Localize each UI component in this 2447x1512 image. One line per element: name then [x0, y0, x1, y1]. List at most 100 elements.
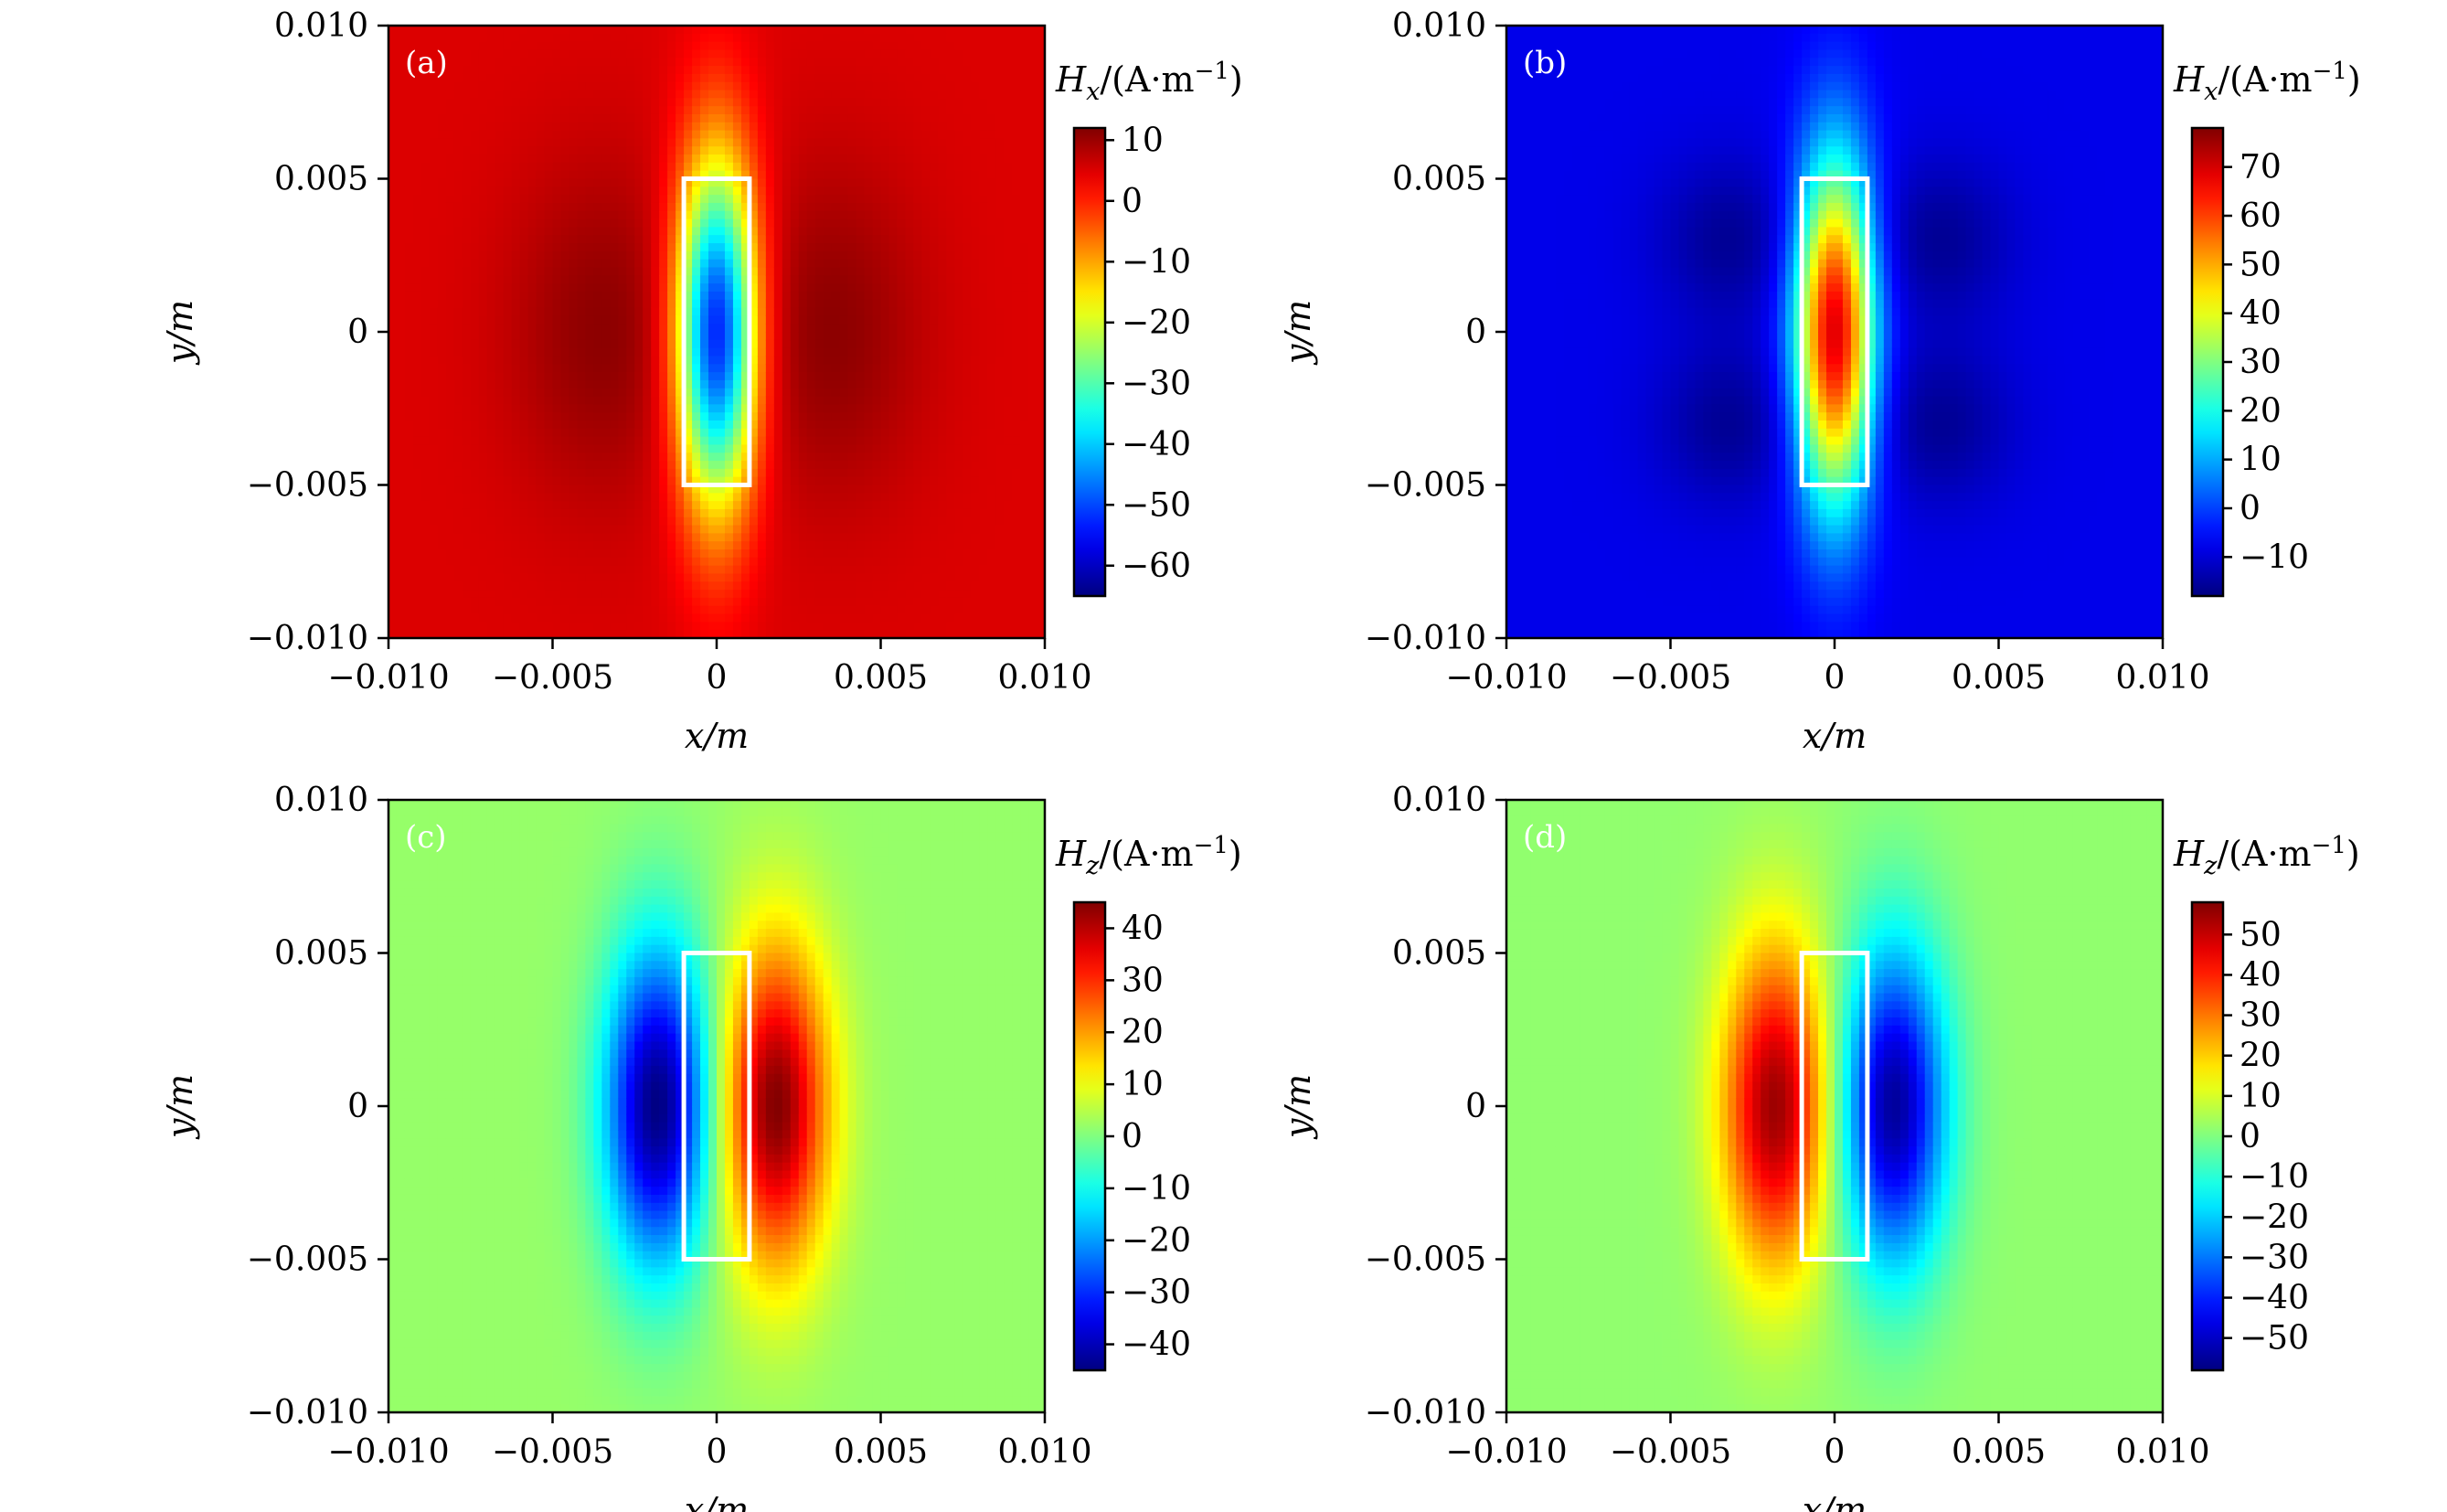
- heatmap-cell: [651, 250, 660, 261]
- heatmap-cell: [676, 90, 685, 99]
- heatmap-cell: [445, 170, 455, 180]
- heatmap-cell: [773, 283, 783, 293]
- heatmap-cell: [453, 122, 463, 132]
- heatmap-cell: [503, 138, 513, 147]
- heatmap-cell: [676, 66, 685, 75]
- heatmap-cell: [478, 396, 488, 405]
- heatmap-cell: [724, 324, 734, 333]
- heatmap-cell: [445, 516, 455, 527]
- heatmap-cell: [913, 557, 922, 567]
- heatmap-cell: [684, 428, 693, 438]
- heatmap-cell: [897, 508, 907, 518]
- heatmap-cell: [626, 565, 635, 575]
- heatmap-cell: [486, 315, 496, 325]
- heatmap-cell: [519, 26, 529, 35]
- heatmap-cell: [511, 420, 521, 430]
- heatmap-cell: [765, 339, 775, 349]
- heatmap-cell: [831, 73, 841, 83]
- heatmap-cell: [601, 549, 611, 559]
- heatmap-cell: [847, 420, 857, 430]
- heatmap-cell: [643, 307, 652, 316]
- heatmap-cell: [462, 210, 472, 220]
- heatmap-cell: [782, 49, 792, 59]
- heatmap-cell: [495, 396, 505, 405]
- heatmap-cell: [847, 58, 857, 67]
- heatmap-cell: [823, 218, 833, 228]
- heatmap-cell: [544, 315, 554, 325]
- heatmap-cell: [880, 41, 890, 51]
- heatmap-cell: [814, 613, 825, 623]
- heatmap-cell: [700, 332, 709, 341]
- heatmap-cell: [552, 26, 562, 35]
- heatmap-cell: [872, 122, 882, 132]
- heatmap-cell: [700, 283, 709, 293]
- heatmap-cell: [560, 33, 570, 43]
- heatmap-cell: [396, 541, 406, 550]
- heatmap-cell: [503, 146, 513, 155]
- heatmap-cell: [437, 186, 447, 196]
- heatmap-cell: [593, 66, 602, 75]
- heatmap-cell: [486, 227, 496, 236]
- heatmap-cell: [453, 162, 463, 172]
- heatmap-cell: [593, 275, 602, 284]
- heatmap-cell: [618, 573, 627, 582]
- heatmap-cell: [897, 379, 907, 389]
- heatmap-cell: [511, 202, 521, 212]
- heatmap-cell: [740, 364, 750, 373]
- heatmap-cell: [897, 113, 907, 123]
- heatmap-cell: [544, 420, 554, 430]
- heatmap-cell: [814, 388, 825, 398]
- heatmap-cell: [577, 372, 586, 381]
- heatmap-cell: [692, 541, 701, 550]
- heatmap-cell: [569, 202, 579, 212]
- heatmap-cell: [814, 420, 825, 430]
- heatmap-cell: [921, 122, 931, 132]
- heatmap-cell: [897, 66, 907, 75]
- heatmap-cell: [880, 138, 890, 147]
- heatmap-cell: [495, 113, 505, 123]
- heatmap-cell: [700, 66, 709, 75]
- heatmap-cell: [717, 186, 726, 196]
- heatmap-cell: [429, 516, 439, 527]
- heatmap-cell: [732, 501, 742, 510]
- heatmap-cell: [667, 347, 676, 357]
- heatmap-cell: [724, 436, 734, 446]
- heatmap-cell: [445, 557, 455, 567]
- heatmap-cell: [724, 307, 734, 316]
- heatmap-cell: [732, 332, 742, 341]
- heatmap-cell: [470, 49, 480, 59]
- heatmap-cell: [626, 122, 635, 132]
- heatmap-cell: [790, 210, 800, 220]
- heatmap-cell: [396, 533, 406, 542]
- heatmap-cell: [888, 218, 899, 228]
- heatmap-cell: [831, 259, 841, 269]
- heatmap-cell: [740, 267, 750, 276]
- heatmap-cell: [462, 605, 472, 615]
- heatmap-cell: [724, 613, 734, 623]
- heatmap-cell: [453, 202, 463, 212]
- heatmap-cell: [897, 476, 907, 486]
- heatmap-cell: [717, 372, 726, 381]
- heatmap-cell: [757, 98, 767, 107]
- heatmap-cell: [782, 372, 792, 381]
- heatmap-cell: [880, 291, 890, 301]
- heatmap-cell: [782, 41, 792, 51]
- heatmap-cell: [453, 508, 463, 518]
- heatmap-cell: [773, 49, 783, 59]
- heatmap-cell: [765, 299, 775, 309]
- heatmap-cell: [814, 339, 825, 349]
- heatmap-cell: [798, 218, 808, 228]
- heatmap-cell: [618, 364, 627, 373]
- heatmap-cell: [503, 170, 513, 180]
- heatmap-cell: [872, 41, 882, 51]
- heatmap-cell: [708, 210, 718, 220]
- heatmap-cell: [888, 324, 899, 333]
- heatmap-cell: [798, 235, 808, 244]
- heatmap-cell: [585, 106, 594, 115]
- heatmap-cell: [806, 113, 816, 123]
- heatmap-cell: [429, 541, 439, 550]
- heatmap-cell: [798, 356, 808, 365]
- heatmap-cell: [437, 508, 447, 518]
- heatmap-cell: [782, 404, 792, 413]
- heatmap-cell: [610, 372, 619, 381]
